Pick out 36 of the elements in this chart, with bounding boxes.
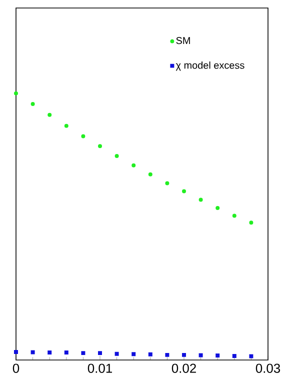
point xyxy=(132,352,136,356)
x-tick-label: 0.01 xyxy=(88,364,112,373)
point xyxy=(48,350,52,355)
point xyxy=(30,350,35,354)
point xyxy=(148,352,152,356)
point xyxy=(14,350,18,354)
point xyxy=(30,102,35,106)
legend-label: SM xyxy=(176,37,190,44)
point xyxy=(48,112,52,117)
point xyxy=(165,181,170,186)
point xyxy=(14,91,18,96)
point xyxy=(165,352,170,357)
point xyxy=(249,220,254,225)
point xyxy=(114,352,119,356)
point xyxy=(81,134,86,138)
point xyxy=(216,206,220,210)
point xyxy=(232,354,236,358)
point xyxy=(182,352,186,357)
point xyxy=(198,353,203,358)
point xyxy=(198,198,203,202)
point xyxy=(216,353,220,358)
point xyxy=(114,154,119,158)
point xyxy=(132,163,136,168)
point xyxy=(232,214,236,218)
point xyxy=(64,124,68,128)
x-tick-label: 0.02 xyxy=(172,364,196,373)
point xyxy=(64,350,68,355)
x-tick-label: 0.03 xyxy=(256,364,280,373)
point xyxy=(98,144,102,148)
legend-label: χ model excess xyxy=(176,61,244,71)
point xyxy=(148,172,152,176)
point xyxy=(98,351,102,356)
point xyxy=(182,189,186,194)
x-tick-label: 0 xyxy=(12,364,20,373)
point xyxy=(249,354,254,358)
point xyxy=(81,351,86,356)
